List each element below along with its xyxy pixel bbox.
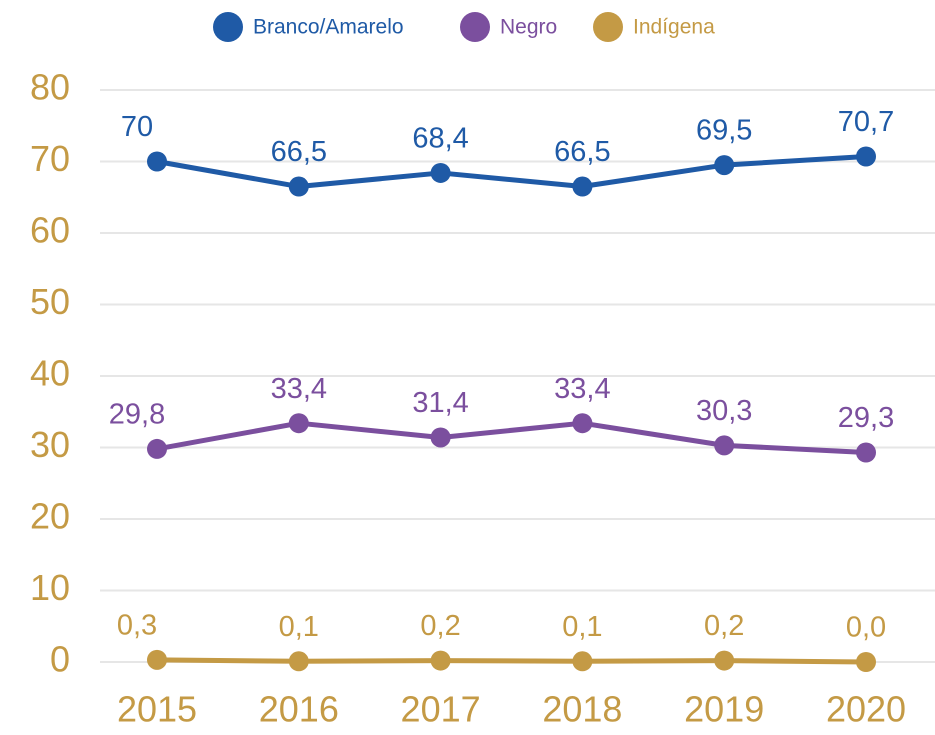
data-point bbox=[147, 151, 167, 172]
x-tick-label: 2018 bbox=[542, 689, 622, 730]
data-label: 0,2 bbox=[420, 610, 460, 642]
data-label: 31,4 bbox=[412, 387, 468, 419]
data-point bbox=[714, 650, 735, 671]
data-label: 66,5 bbox=[554, 136, 610, 168]
data-label: 69,5 bbox=[696, 115, 752, 147]
y-tick-label: 20 bbox=[30, 496, 70, 537]
data-label: 70,7 bbox=[838, 106, 894, 138]
data-point bbox=[288, 651, 309, 672]
data-label: 29,3 bbox=[838, 402, 894, 434]
x-tick-label: 2020 bbox=[826, 689, 906, 730]
x-tick-label: 2017 bbox=[401, 689, 481, 730]
data-point bbox=[288, 413, 309, 434]
y-tick-label: 40 bbox=[30, 353, 70, 394]
data-label: 66,5 bbox=[271, 136, 327, 168]
data-point bbox=[714, 155, 735, 176]
data-label: 0,1 bbox=[562, 611, 602, 643]
legend-marker bbox=[460, 12, 490, 42]
data-label: 30,3 bbox=[696, 395, 752, 427]
series-line bbox=[156, 657, 867, 665]
data-label: 29,8 bbox=[109, 399, 165, 431]
data-label: 68,4 bbox=[412, 123, 468, 155]
data-point bbox=[572, 176, 593, 197]
data-point bbox=[288, 176, 309, 197]
legend-marker bbox=[213, 12, 243, 42]
data-label: 0,0 bbox=[846, 612, 886, 644]
y-tick-label: 80 bbox=[30, 67, 70, 108]
data-label: 33,4 bbox=[271, 373, 327, 405]
data-point bbox=[430, 650, 451, 671]
data-point bbox=[856, 442, 876, 463]
x-tick-label: 2015 bbox=[117, 689, 197, 730]
data-point bbox=[572, 651, 593, 672]
y-tick-label: 50 bbox=[30, 281, 70, 322]
y-tick-label: 70 bbox=[30, 138, 70, 179]
series-line bbox=[156, 420, 867, 456]
y-tick-label: 60 bbox=[30, 210, 70, 251]
data-point bbox=[430, 427, 451, 448]
data-label: 70 bbox=[121, 111, 153, 143]
data-point bbox=[147, 649, 167, 670]
x-tick-label: 2019 bbox=[684, 689, 764, 730]
series-line bbox=[156, 153, 867, 190]
data-label: 0,2 bbox=[704, 610, 744, 642]
legend-label: Indígena bbox=[633, 16, 715, 39]
data-label: 0,3 bbox=[117, 610, 157, 642]
data-label: 33,4 bbox=[554, 373, 610, 405]
data-point bbox=[856, 652, 876, 672]
y-tick-label: 30 bbox=[30, 424, 70, 465]
data-point bbox=[147, 438, 167, 459]
y-tick-label: 10 bbox=[30, 567, 70, 608]
legend-label: Branco/Amarelo bbox=[253, 16, 404, 39]
data-point bbox=[856, 146, 876, 167]
y-tick-label: 0 bbox=[50, 639, 70, 680]
legend-label: Negro bbox=[500, 16, 557, 39]
x-tick-label: 2016 bbox=[259, 689, 339, 730]
data-label: 0,1 bbox=[279, 611, 319, 643]
data-point bbox=[430, 162, 451, 183]
legend-marker bbox=[593, 12, 623, 42]
data-point bbox=[714, 435, 735, 456]
data-point bbox=[572, 413, 593, 434]
